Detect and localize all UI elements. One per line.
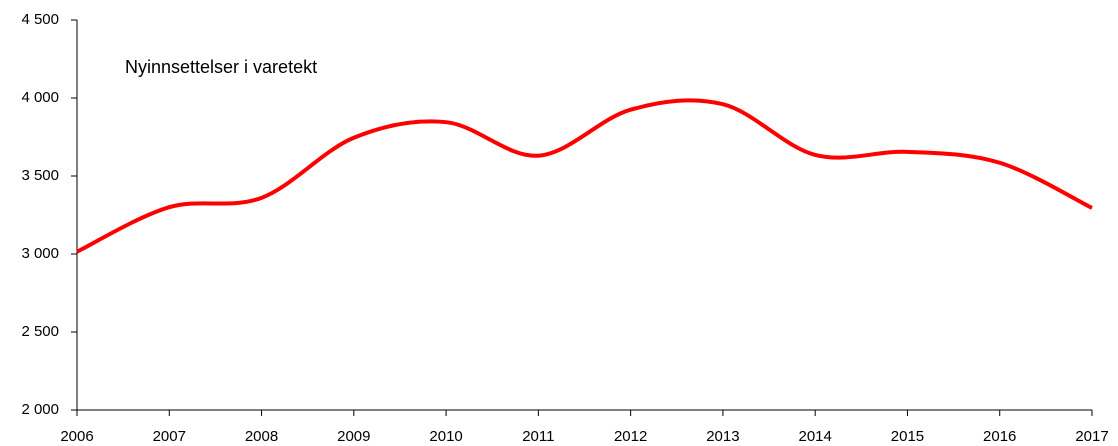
x-tick-label: 2013 — [706, 428, 739, 445]
x-tick-label: 2008 — [245, 428, 278, 445]
x-tick-label: 2006 — [60, 428, 93, 445]
y-tick-label: 4 000 — [21, 89, 59, 106]
y-tick-label: 2 500 — [21, 323, 59, 340]
x-tick-label: 2011 — [522, 428, 554, 445]
y-tick-label: 3 000 — [21, 245, 59, 262]
annotation: Nyinnsettelser i varetekt — [125, 57, 317, 77]
x-tick-label: 2010 — [429, 428, 462, 445]
line — [76, 98, 1093, 254]
y-tick-label: 4 500 — [21, 11, 59, 28]
x-tick-label: 2016 — [983, 428, 1016, 445]
x-tick-label: 2009 — [337, 428, 370, 445]
x-tick-label: 2007 — [153, 428, 186, 445]
y-tick-label: 2 000 — [21, 401, 59, 418]
x-tick-label: 2017 — [1075, 428, 1108, 445]
x-tick-label: 2014 — [798, 428, 831, 445]
y-tick-label: 3 500 — [21, 167, 59, 184]
x-tick-label: 2012 — [614, 428, 647, 445]
x-tick-label: 2015 — [891, 428, 924, 445]
